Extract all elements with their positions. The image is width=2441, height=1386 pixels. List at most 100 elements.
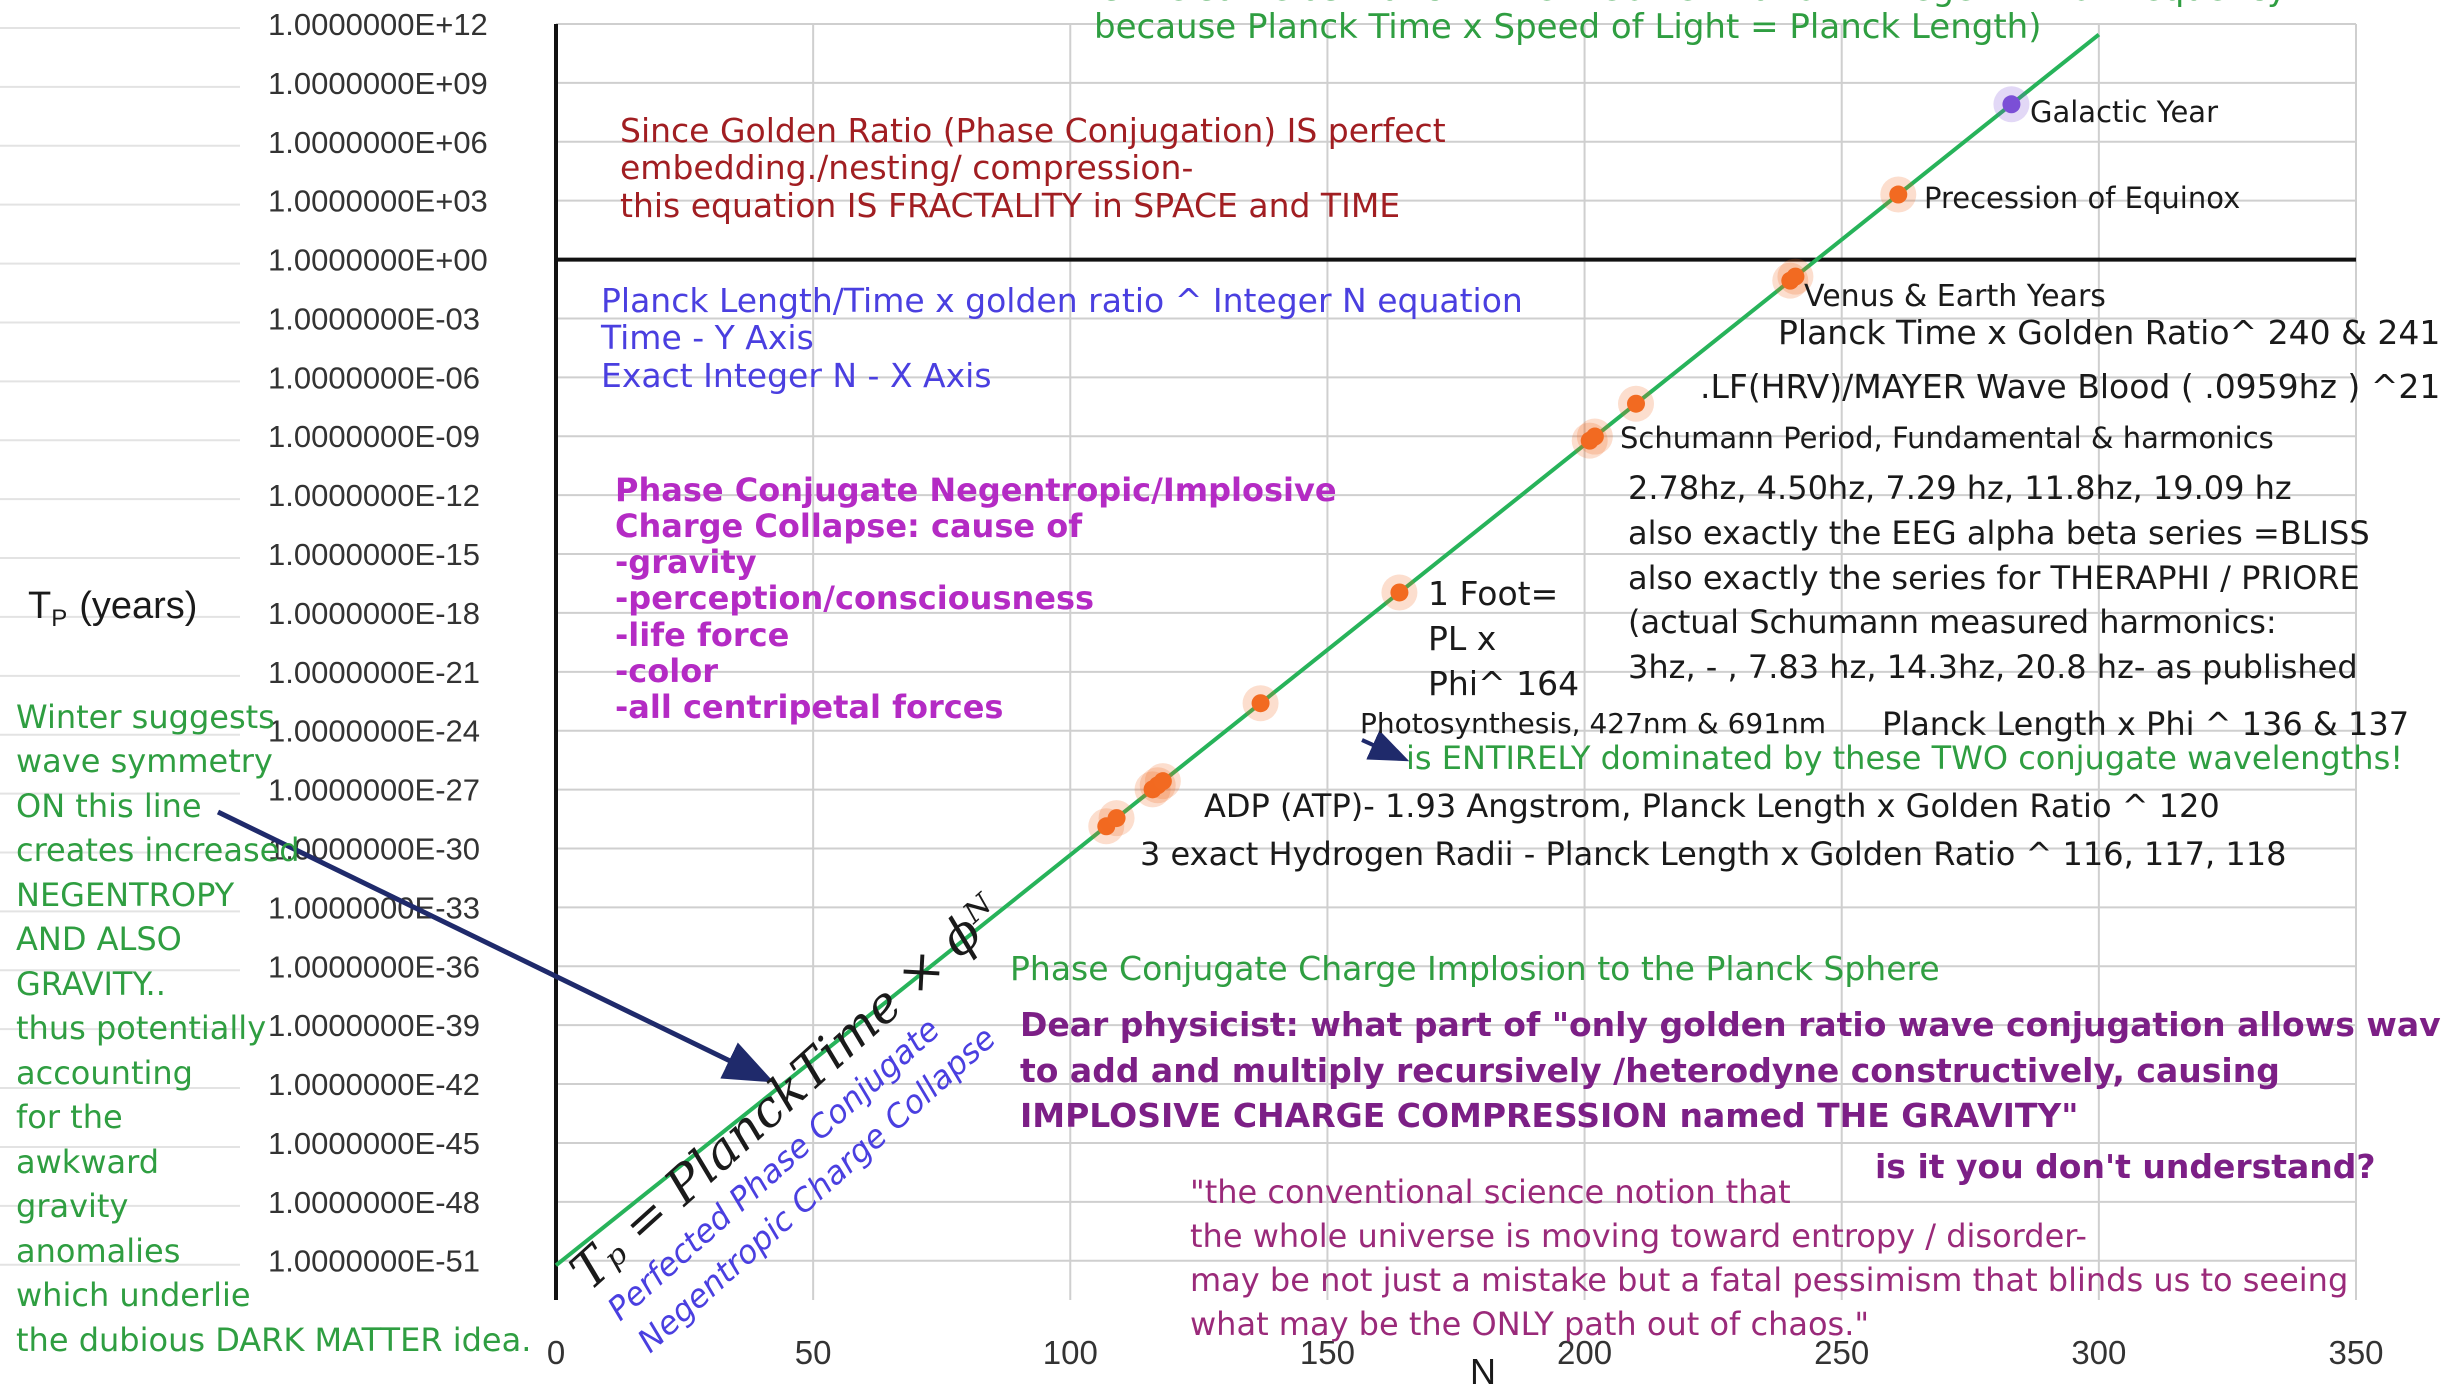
winter-line-1: Winter suggests <box>16 698 275 736</box>
understand-label: is it you don't understand? <box>1875 1147 2376 1186</box>
x-tick-label: 0 <box>547 1334 565 1371</box>
arrows <box>216 730 1410 1083</box>
physicist-line-2: to add and multiply recursively /heterod… <box>1020 1050 2280 1090</box>
golden-line-1: Since Golden Ratio (Phase Conjugation) I… <box>620 111 1446 150</box>
one-foot-line-2: PL x <box>1428 618 1497 658</box>
y-tick-label: 1.0000000E+09 <box>268 66 488 101</box>
golden-ratio-note: Since Golden Ratio (Phase Conjugation) I… <box>620 112 1446 224</box>
y-tick-label: 1.0000000E+12 <box>268 7 488 42</box>
y-tick-label: 1.0000000E-30 <box>268 831 480 866</box>
winter-line-5: NEGENTROPY <box>16 875 235 914</box>
y-tick-label: 1.0000000E-18 <box>268 596 480 631</box>
x-tick-label: 200 <box>1557 1334 1612 1371</box>
highlight-point <box>1107 809 1126 828</box>
top-note: is the same as Planck Time x Golden Rati… <box>1094 0 2287 47</box>
series-line-path <box>554 32 2101 1267</box>
golden-line-2: embedding./nesting/ compression- <box>620 148 1194 188</box>
quote-line-3: may be not just a mistake but a fatal pe… <box>1190 1261 2349 1300</box>
y-axis-label-unit: (years) <box>79 585 197 627</box>
planck-240-label: Planck Time x Golden Ratio^ 240 & 241 <box>1778 313 2441 352</box>
y-tick-label: 1.0000000E-06 <box>268 360 480 395</box>
winter-line-8: thus potentially <box>16 1009 267 1048</box>
one-foot-label: 1 Foot= PL x Phi^ 164 <box>1428 572 1579 707</box>
winter-note: Winter suggests wave symmetry ON this li… <box>16 695 531 1362</box>
winter-line-6: AND ALSO <box>16 920 182 959</box>
x-tick-label: 350 <box>2328 1334 2383 1371</box>
schumann-label: Schumann Period, Fundamental & harmonics <box>1620 421 2274 455</box>
phase-line-3: -gravity <box>615 543 757 582</box>
golden-line-3: this equation IS FRACTALITY in SPACE and… <box>620 185 1401 225</box>
y-tick-label: 1.0000000E+00 <box>268 243 488 278</box>
photosynthesis-label: Photosynthesis, 427nm & 691nm <box>1360 707 1827 740</box>
schumann-line-5: 3hz, - , 7.83 hz, 14.3hz, 20.8 hz- as pu… <box>1628 648 2358 687</box>
phase-line-4: -perception/consciousness <box>615 579 1095 618</box>
phase-conjugate-note: Phase Conjugate Negentropic/Implosive Ch… <box>615 472 1337 725</box>
highlight-point <box>1153 772 1172 791</box>
y-tick-label: 1.0000000E-48 <box>268 1185 480 1220</box>
y-axis-label: TP (years) <box>28 585 197 632</box>
winter-line-15: the dubious DARK MATTER idea. <box>16 1320 532 1359</box>
x-tick-label: 100 <box>1043 1334 1098 1371</box>
winter-line-9: accounting <box>16 1053 193 1092</box>
schumann-line-2: also exactly the EEG alpha beta series =… <box>1628 513 2370 552</box>
planck-136-label: Planck Length x Phi ^ 136 & 137 <box>1882 705 2410 743</box>
highlight-point <box>1627 394 1645 413</box>
y-tick-label: 1.0000000E-09 <box>268 419 480 454</box>
y-axis-label-sub: P <box>51 605 67 632</box>
winter-line-2: wave symmetry <box>16 742 273 781</box>
y-tick-labels: 1.0000000E+12 1.0000000E+09 1.0000000E+06 1… <box>268 7 488 1279</box>
x-tick-label: 150 <box>1300 1334 1355 1371</box>
y-tick-label: 1.0000000E+06 <box>268 125 488 160</box>
winter-line-4: creates increased <box>16 831 300 870</box>
galactic-year-label: Galactic Year <box>2030 95 2219 129</box>
schumann-details: 2.78hz, 4.50hz, 7.29 hz, 11.8hz, 19.09 h… <box>1628 466 2370 690</box>
y-tick-label: 1.0000000E-15 <box>268 537 480 572</box>
y-tick-label: 1.0000000E-27 <box>268 773 480 808</box>
quote-line-1: "the conventional science notion that <box>1190 1173 1791 1211</box>
schumann-line-1: 2.78hz, 4.50hz, 7.29 hz, 11.8hz, 19.09 h… <box>1628 469 2292 507</box>
x-tick-label: 300 <box>2071 1334 2126 1371</box>
highlight-points <box>1088 86 2030 845</box>
phase-line-1: Phase Conjugate Negentropic/Implosive <box>615 471 1337 509</box>
phase-line-2: Charge Collapse: cause of <box>615 507 1083 546</box>
equation-line-2: Time - Y Axis <box>601 318 814 358</box>
top-note-line-2: because Planck Time x Speed of Light = P… <box>1094 7 2042 48</box>
highlight-point <box>1585 427 1604 446</box>
left-rules <box>0 27 240 1266</box>
photosynthesis-arrow <box>1361 730 1410 762</box>
physicist-line-1: Dear physicist: what part of "only golde… <box>1020 1005 2441 1044</box>
y-tick-label: 1.0000000E-45 <box>268 1126 480 1161</box>
equation-info: Planck Length/Time x golden ratio ^ Inte… <box>601 282 1523 394</box>
x-tick-labels: 0 50 100 150 200 250 300 350 <box>547 1334 2384 1371</box>
winter-line-10: for the <box>16 1098 123 1137</box>
quote-line-2: the whole universe is moving toward entr… <box>1190 1217 2087 1256</box>
winter-line-13: anomalies <box>16 1231 181 1270</box>
highlight-point <box>1251 694 1270 713</box>
y-tick-label: 1.0000000E-24 <box>268 714 480 749</box>
one-foot-line-3: Phi^ 164 <box>1428 663 1580 703</box>
phase-line-7: -all centripetal forces <box>615 687 1004 726</box>
highlight-point <box>1390 583 1409 602</box>
collapse-label-1: Perfected Phase Conjugate <box>600 1010 947 1328</box>
highlight-point <box>1786 267 1805 286</box>
adp-label: ADP (ATP)- 1.93 Angstrom, Planck Length … <box>1204 787 2220 825</box>
physicist-note: Dear physicist: what part of "only golde… <box>1020 1002 2441 1139</box>
quote-note: "the conventional science notion that th… <box>1190 1170 2348 1347</box>
y-tick-label: 1.0000000E-51 <box>268 1244 480 1279</box>
highlight-point <box>2002 95 2021 114</box>
y-tick-label: 1.0000000E+03 <box>268 184 488 219</box>
schumann-line-4: (actual Schumann measured harmonics: <box>1628 603 2277 642</box>
y-tick-label: 1.0000000E-12 <box>268 478 480 513</box>
x-axis-label: N <box>1470 1351 1496 1386</box>
y-axis-label-main: T <box>28 585 51 627</box>
one-foot-line-1: 1 Foot= <box>1428 574 1559 613</box>
x-tick-label: 250 <box>1814 1334 1869 1371</box>
winter-line-7: GRAVITY.. <box>16 964 166 1003</box>
schumann-line-3: also exactly the series for THERAPHI / P… <box>1628 558 2360 597</box>
hydrogen-label: 3 exact Hydrogen Radii - Planck Length x… <box>1140 835 2287 873</box>
grid <box>555 23 2357 1300</box>
quote-line-4: what may be the ONLY path out of chaos." <box>1190 1305 1870 1344</box>
top-note-line-1: is the same as Planck Time x Golden Rati… <box>1094 0 2287 8</box>
highlight-point <box>1889 185 1908 204</box>
